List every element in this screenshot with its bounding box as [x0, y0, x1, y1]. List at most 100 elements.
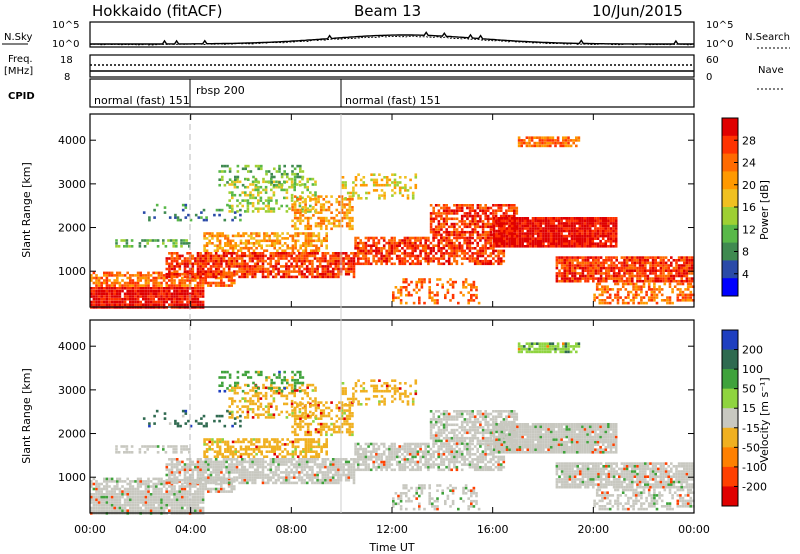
power-cell [595, 296, 599, 299]
power-cell [391, 189, 394, 192]
power-cell [447, 209, 451, 212]
power-cell [282, 257, 286, 260]
power-cell [555, 274, 559, 278]
power-cell [100, 289, 103, 293]
power-cell [653, 290, 656, 294]
power-cell [317, 198, 320, 201]
power-cell [318, 272, 322, 276]
power-cell [108, 303, 111, 306]
power-cell [314, 183, 317, 186]
power-cell [576, 261, 579, 265]
power-cell [183, 292, 187, 296]
power-cell [160, 284, 163, 287]
power-cell [230, 284, 233, 287]
power-cell [586, 232, 589, 235]
power-cell [108, 297, 111, 301]
power-cell [432, 212, 435, 215]
power-cell [183, 275, 187, 279]
power-cell [134, 287, 137, 290]
power-cell [315, 239, 318, 243]
power-cell [581, 217, 584, 220]
power-cell [523, 219, 527, 223]
power-cell [671, 290, 674, 294]
power-cell [226, 244, 230, 247]
power-cell [168, 265, 171, 268]
power-cell [596, 242, 600, 245]
power-cell [466, 214, 469, 218]
power-cell [486, 233, 490, 237]
power-cell [468, 204, 472, 207]
power-cell [278, 246, 282, 250]
power-cell [497, 252, 500, 255]
power-cell [672, 269, 676, 272]
power-cell [204, 259, 208, 263]
power-cell [607, 264, 611, 267]
power-cell [170, 279, 174, 282]
power-cell [638, 266, 642, 270]
power-cell [458, 230, 461, 234]
power-cell [609, 227, 613, 230]
power-cell [437, 220, 441, 223]
power-cell [560, 264, 564, 267]
velocity-cell [121, 506, 124, 510]
power-cell [655, 288, 659, 291]
velocity-cell [230, 465, 234, 469]
power-cell [317, 234, 321, 238]
power-cell [325, 246, 328, 250]
date-title: 10/Jun/2015 [592, 2, 683, 20]
power-cell [601, 234, 605, 238]
power-cell [322, 237, 326, 240]
velocity-cell [142, 498, 145, 502]
power-cell [347, 257, 351, 260]
power-cell [196, 270, 200, 273]
power-cell [558, 274, 561, 278]
power-cell [518, 224, 522, 228]
power-cell [528, 136, 531, 139]
power-cell [90, 303, 93, 306]
power-cell [212, 259, 215, 263]
power-cell [290, 262, 293, 266]
velocity-cell [157, 503, 161, 507]
velocity-cell [194, 503, 197, 507]
power-cell [544, 229, 548, 233]
power-cell [445, 209, 448, 212]
power-cell [209, 257, 213, 260]
power-cell [641, 259, 644, 262]
power-cell [246, 185, 250, 189]
velocity-cell [204, 478, 208, 482]
power-cell [272, 252, 275, 255]
power-cell [463, 222, 467, 226]
power-cell [401, 241, 404, 245]
power-cell [286, 244, 289, 247]
velocity-cell [201, 460, 205, 464]
power-cell [638, 261, 642, 265]
power-cell [244, 239, 248, 243]
power-cell [683, 279, 686, 283]
power-cell [419, 244, 422, 247]
power-cell [175, 289, 179, 293]
power-cell [294, 244, 297, 247]
noise-search-trace [89, 35, 695, 46]
power-cell [499, 214, 503, 218]
velocity-cell [183, 485, 187, 488]
velocity-cell [227, 458, 231, 461]
power-cell [555, 277, 559, 280]
power-cell [437, 257, 440, 260]
power-cell [152, 289, 155, 293]
power-cell [345, 214, 349, 217]
power-cell [588, 217, 592, 220]
power-cell [309, 237, 313, 240]
power-cell [303, 254, 306, 258]
power-cell [424, 236, 427, 240]
power-cell [134, 297, 137, 301]
velocity-cell [116, 487, 119, 491]
power-cell [447, 247, 451, 250]
velocity-cell [152, 485, 155, 488]
power-cell [281, 244, 284, 247]
velocity-cell [243, 460, 247, 464]
power-cell [495, 237, 498, 240]
power-cell [484, 241, 487, 245]
velocity-cell [113, 506, 116, 510]
power-cell [588, 232, 592, 235]
power-cell [411, 249, 414, 253]
